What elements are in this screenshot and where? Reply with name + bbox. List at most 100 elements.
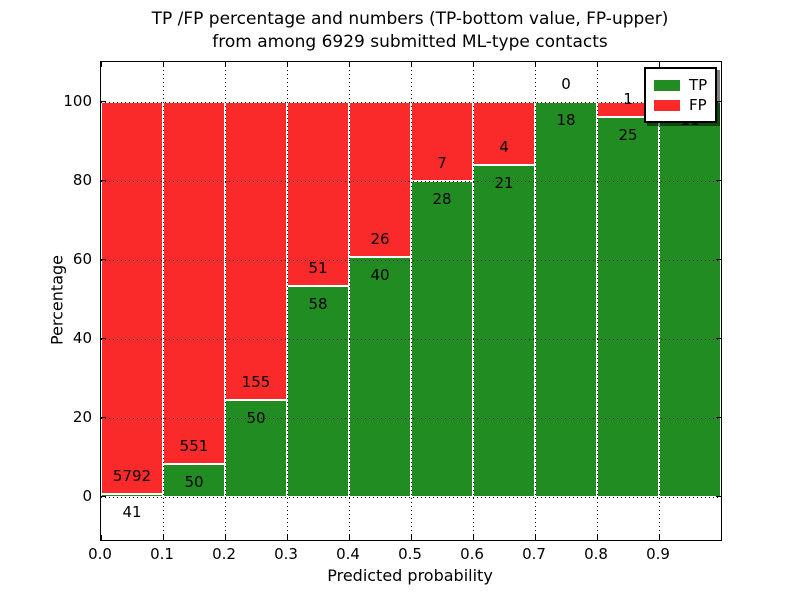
gridline-vertical [472,62,474,540]
legend-label-fp: FP [689,95,707,114]
tick-mark-y [101,338,106,340]
bar-segment-tp [473,164,535,497]
x-tick-label: 0.6 [460,545,484,563]
gridline-vertical [286,62,288,540]
bar-count-label-fp: 7 [437,153,447,172]
bar-count-label-fp: 551 [179,436,209,455]
bar-segment-fp [163,101,225,464]
tick-mark-y-right [716,338,721,340]
tick-mark-y-right [716,417,721,419]
bar-count-label-tp: 40 [370,266,390,285]
gridline-horizontal [101,417,721,419]
y-tick-label: 100 [63,91,92,110]
tick-mark-x [410,535,412,540]
tick-mark-x-top [100,62,102,67]
gridline-vertical [534,62,536,540]
y-tick-label: 0 [82,486,92,505]
bar-count-label-tp: 25 [618,125,638,144]
y-tick-label: 20 [72,407,92,426]
y-tick-label: 60 [72,249,92,268]
fp-color-swatch [654,99,680,111]
tick-mark-y-right [716,496,721,498]
gridline-horizontal [101,338,721,340]
gridline-vertical [596,62,598,540]
tick-mark-y-right [716,259,721,261]
bar-segment-fp [411,101,473,181]
bar-count-label-fp: 4 [499,137,509,156]
bar-count-label-tp: 50 [184,472,204,491]
bar-count-label-tp: 41 [122,502,142,521]
tick-mark-x [596,535,598,540]
chart-title-line1: TP /FP percentage and numbers (TP-bottom… [151,9,669,29]
bar-segment-tp [349,257,411,497]
bar-segment-fp [101,101,163,494]
tick-mark-y-right [716,101,721,102]
tick-mark-x [348,535,350,540]
tick-mark-y [101,259,106,261]
tick-mark-x-top [596,62,598,67]
tick-mark-x [162,535,164,540]
tick-mark-x-top [410,62,412,67]
bar-count-label-fp: 26 [370,230,390,249]
x-axis-label: Predicted probability [327,566,493,585]
gridline-horizontal [101,496,721,498]
y-tick-label: 40 [72,328,92,347]
tick-mark-x-top [162,62,164,67]
bar-count-label-fp: 0 [561,74,571,93]
bar-count-label-fp: 5792 [112,466,152,485]
bar-count-label-tp: 28 [432,189,452,208]
bar-segment-fp [473,101,535,165]
gridline-vertical [224,62,226,540]
legend-item-fp: FP [654,95,707,115]
gridline-horizontal [101,180,721,182]
tick-mark-y [101,180,106,181]
legend: TP FP [644,67,718,123]
bar-count-label-tp: 58 [308,295,328,314]
legend-item-tp: TP [654,75,707,95]
x-tick-label: 0.2 [212,545,236,563]
tick-mark-x [286,535,288,540]
x-tick-label: 0.4 [336,545,360,563]
bar-segment-tp [225,400,287,497]
bar-count-label-tp: 21 [494,173,514,192]
gridline-vertical [348,62,350,540]
bar-count-label-fp: 51 [308,259,328,278]
bar-segment-tp [535,101,597,497]
tick-mark-x [534,535,536,540]
x-tick-label: 0.3 [274,545,298,563]
x-tick-label: 0.1 [150,545,174,563]
gridline-vertical [410,62,412,540]
tick-mark-x-top [472,62,474,67]
bar-segment-fp [225,101,287,401]
x-tick-label: 0.7 [522,545,546,563]
y-tick-label: 80 [72,170,92,189]
gridline-vertical [162,62,164,540]
tick-mark-x-top [224,62,226,67]
tick-mark-x [224,535,226,540]
bar-segment-tp [597,116,659,497]
bar-count-label-tp: 50 [246,409,266,428]
tick-mark-x-top [286,62,288,67]
tick-mark-x-top [658,62,660,67]
tick-mark-y [101,101,106,102]
plot-area: TP FP 41 5792 50 551 50 155 58 51 40 26 28 7 21 4 18 0 2… [100,61,722,541]
gridline-horizontal [101,259,721,261]
legend-label-tp: TP [689,75,708,94]
bar-count-label-tp: 18 [556,110,576,129]
bar-segment-tp [287,286,349,497]
bar-segment-tp [659,101,721,497]
bar-count-label-fp: 155 [241,373,271,392]
tick-mark-x [100,535,102,540]
x-tick-label: 0.8 [584,545,608,563]
tick-mark-y [101,417,106,419]
gridline-horizontal [101,101,721,103]
tick-mark-x-top [348,62,350,67]
chart-title: TP /FP percentage and numbers (TP-bottom… [100,8,720,54]
chart-title-line2: from among 6929 submitted ML-type contac… [212,32,608,52]
x-tick-label: 0.0 [88,545,112,563]
tick-mark-y-right [716,180,721,181]
tp-color-swatch [654,79,680,91]
tick-mark-y [101,496,106,498]
x-tick-label: 0.5 [398,545,422,563]
